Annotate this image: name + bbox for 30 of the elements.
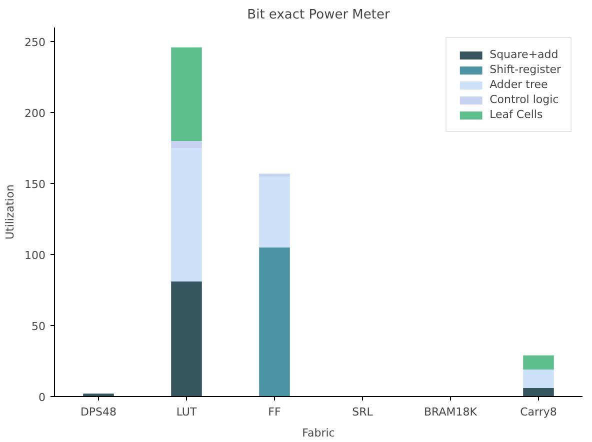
bar: [523, 355, 554, 370]
bar: [259, 174, 290, 177]
bar: [259, 176, 290, 248]
x-axis-title: Fabric: [302, 426, 335, 440]
bar: [171, 141, 202, 148]
x-tick-label: DPS48: [80, 406, 117, 418]
legend-label: Control logic: [490, 93, 559, 106]
x-tick-label: LUT: [176, 406, 197, 418]
bar: [259, 247, 290, 396]
bar: [171, 148, 202, 282]
legend-label: Leaf Cells: [490, 108, 543, 121]
x-tick-label: FF: [268, 406, 281, 418]
y-tick-label: 150: [24, 178, 46, 192]
bar: [523, 370, 554, 388]
y-tick-label: 200: [24, 107, 46, 120]
y-tick-label: 250: [24, 36, 46, 50]
y-tick-label: 100: [24, 249, 46, 262]
bar: [171, 47, 202, 142]
legend-label: Adder tree: [490, 78, 548, 91]
x-tick-label: BRAM18K: [424, 406, 478, 418]
legend-label: Square+add: [490, 48, 558, 61]
y-tick-label: 50: [32, 320, 46, 334]
legend-label: Shift-register: [490, 63, 561, 76]
y-tick-label: 0: [38, 391, 46, 404]
x-tick-label: SRL: [352, 406, 374, 418]
chart-title: Bit exact Power Meter: [247, 8, 390, 22]
bar: [171, 282, 202, 396]
y-axis-title: Utilization: [4, 184, 17, 240]
bar: [523, 388, 554, 396]
x-tick-label: Carry8: [520, 406, 557, 418]
